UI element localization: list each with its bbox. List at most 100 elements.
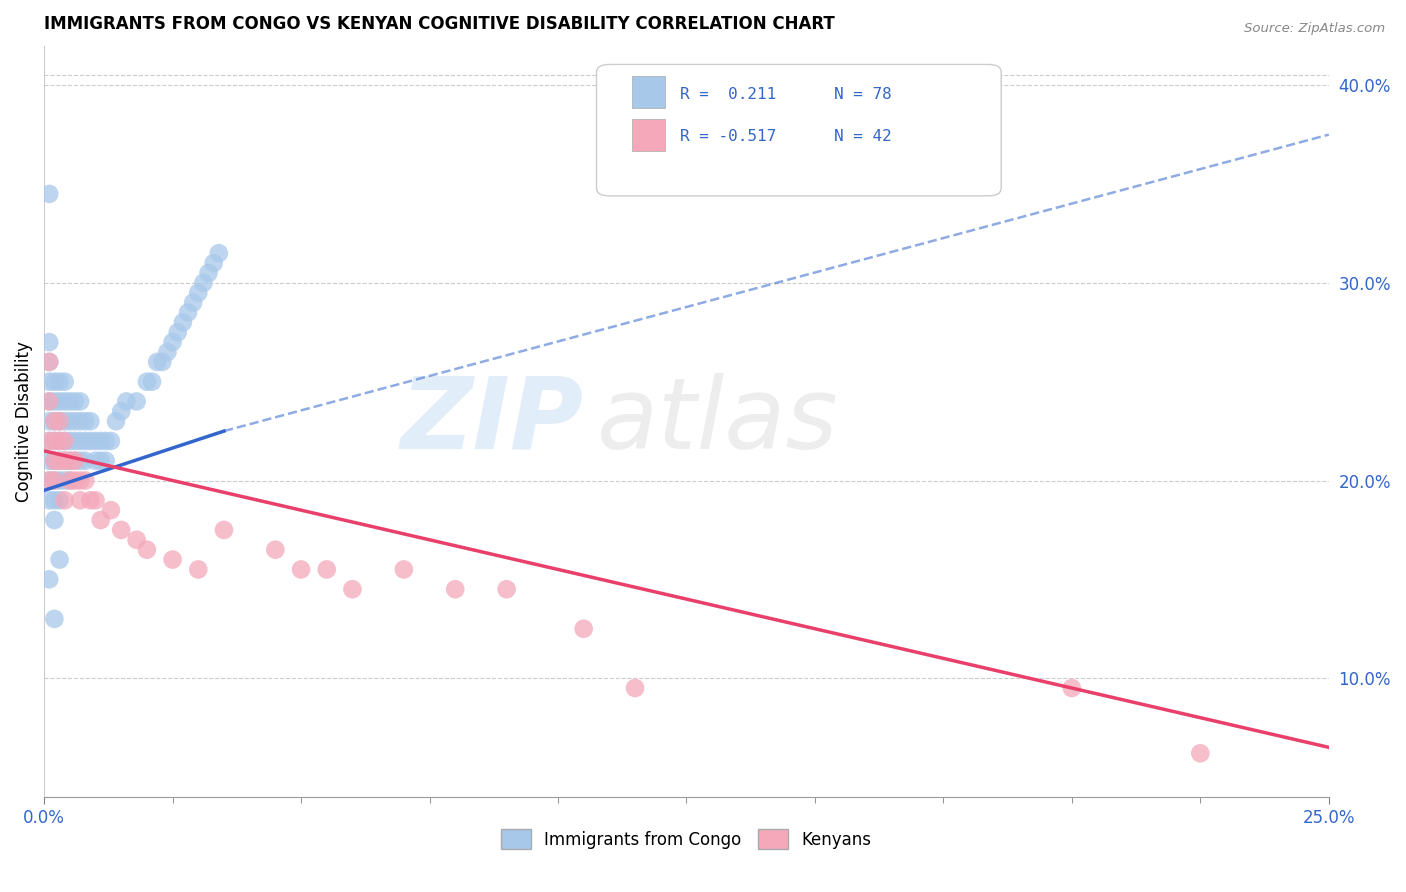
Point — [38, 394, 60, 409]
Text: R = -0.517: R = -0.517 — [681, 129, 776, 144]
Point — [69, 414, 91, 428]
Point — [90, 513, 112, 527]
Point — [110, 404, 132, 418]
Point — [38, 414, 60, 428]
FancyBboxPatch shape — [596, 64, 1001, 196]
FancyBboxPatch shape — [633, 77, 665, 108]
Point — [38, 355, 60, 369]
Point — [115, 394, 138, 409]
Point — [48, 454, 70, 468]
Point — [208, 246, 231, 260]
Point — [84, 434, 107, 448]
Point — [59, 454, 82, 468]
Point — [69, 434, 91, 448]
Point — [69, 474, 91, 488]
Point — [90, 454, 112, 468]
Point — [187, 285, 209, 300]
Point — [38, 434, 60, 448]
Point — [177, 305, 200, 319]
Point — [53, 454, 76, 468]
Point — [100, 503, 122, 517]
Point — [48, 414, 70, 428]
Point — [38, 474, 60, 488]
Point — [69, 493, 91, 508]
Point — [162, 335, 184, 350]
Point — [63, 434, 86, 448]
Text: N = 78: N = 78 — [834, 87, 891, 102]
Point — [94, 434, 117, 448]
Point — [125, 394, 148, 409]
Point — [110, 523, 132, 537]
Point — [125, 533, 148, 547]
Point — [53, 454, 76, 468]
Point — [48, 493, 70, 508]
Point — [38, 335, 60, 350]
Text: R =  0.211: R = 0.211 — [681, 87, 776, 102]
Point — [38, 454, 60, 468]
Point — [44, 493, 66, 508]
Point — [53, 434, 76, 448]
Text: IMMIGRANTS FROM CONGO VS KENYAN COGNITIVE DISABILITY CORRELATION CHART: IMMIGRANTS FROM CONGO VS KENYAN COGNITIV… — [44, 15, 835, 33]
Point — [48, 394, 70, 409]
Point — [141, 375, 163, 389]
Text: N = 42: N = 42 — [834, 129, 891, 144]
Point — [48, 552, 70, 566]
Point — [48, 434, 70, 448]
Point — [624, 681, 647, 695]
Point — [44, 414, 66, 428]
Point — [44, 513, 66, 527]
Point — [38, 434, 60, 448]
Point — [1189, 746, 1212, 760]
Point — [75, 414, 97, 428]
Point — [84, 493, 107, 508]
Point — [84, 454, 107, 468]
Point — [181, 295, 204, 310]
Point — [94, 454, 117, 468]
Point — [197, 266, 219, 280]
Point — [63, 414, 86, 428]
Point — [38, 375, 60, 389]
Point — [59, 474, 82, 488]
Point — [572, 622, 595, 636]
Text: ZIP: ZIP — [401, 373, 583, 470]
Point — [53, 394, 76, 409]
Point — [105, 414, 128, 428]
Point — [44, 454, 66, 468]
Point — [290, 562, 312, 576]
Point — [44, 434, 66, 448]
Point — [150, 355, 173, 369]
Point — [202, 256, 225, 270]
Point — [79, 414, 101, 428]
Point — [53, 434, 76, 448]
Point — [100, 434, 122, 448]
Point — [38, 186, 60, 201]
Point — [53, 493, 76, 508]
Point — [392, 562, 415, 576]
Point — [79, 434, 101, 448]
Point — [212, 523, 235, 537]
Point — [44, 454, 66, 468]
Point — [156, 345, 179, 359]
Point — [172, 315, 194, 329]
Point — [59, 394, 82, 409]
Point — [59, 474, 82, 488]
Point — [59, 434, 82, 448]
Point — [59, 454, 82, 468]
Point — [75, 454, 97, 468]
Point — [63, 454, 86, 468]
Point — [38, 394, 60, 409]
Point — [59, 414, 82, 428]
Point — [38, 493, 60, 508]
Point — [135, 375, 157, 389]
Point — [166, 325, 188, 339]
Point — [495, 582, 517, 597]
Point — [48, 375, 70, 389]
Point — [44, 394, 66, 409]
Point — [53, 414, 76, 428]
Point — [187, 562, 209, 576]
Point — [48, 414, 70, 428]
Point — [146, 355, 169, 369]
Point — [44, 474, 66, 488]
Text: Source: ZipAtlas.com: Source: ZipAtlas.com — [1244, 22, 1385, 36]
Text: atlas: atlas — [596, 373, 838, 470]
